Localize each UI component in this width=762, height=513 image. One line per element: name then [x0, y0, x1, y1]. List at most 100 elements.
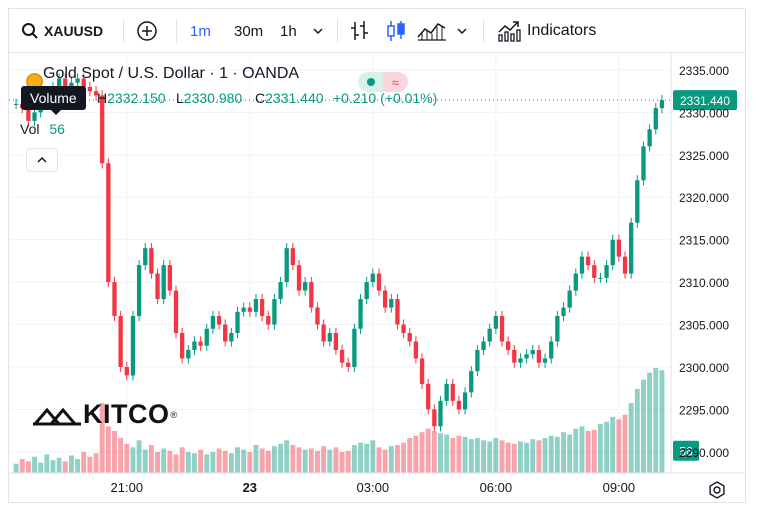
chevron-down-icon [313, 28, 323, 35]
volume-bar [167, 450, 173, 473]
candle-body [604, 265, 609, 278]
candle-body [573, 273, 578, 291]
candle-body [253, 299, 259, 312]
volume-bar [198, 449, 204, 473]
candle-body [610, 239, 615, 266]
volume-bar [585, 431, 591, 473]
volume-bar [25, 461, 31, 473]
last-volume-label: 56 [679, 445, 693, 459]
volume-bar [173, 454, 179, 473]
candle-body [143, 248, 148, 266]
candle-body [118, 316, 123, 367]
volume-bar [610, 417, 616, 473]
interval-dropdown[interactable] [311, 17, 325, 45]
chart-widget: XAUUSD 1m 30m 1h [8, 8, 746, 503]
legend-change: +0.210 (+0.01%) [333, 90, 438, 106]
volume-bar [148, 445, 154, 473]
x-tick-label: 03:00 [357, 480, 390, 495]
last-price-label: 2331.440 [680, 94, 730, 108]
candle-body [395, 299, 400, 325]
y-tick-label: 2290.000 [679, 446, 729, 460]
volume-bar [628, 403, 634, 473]
interval-1h[interactable]: 1h [280, 17, 297, 45]
candle-body [364, 282, 369, 300]
candle-body [407, 333, 412, 342]
time-axis[interactable]: 21:00 23 03:00 06:00 09:00 [9, 472, 745, 495]
volume-bar [19, 459, 25, 473]
last-price-badge [673, 90, 737, 111]
y-tick-label: 2305.000 [679, 319, 729, 333]
indicators-button[interactable]: Indicators [497, 17, 596, 45]
interval-30m[interactable]: 30m [234, 17, 263, 45]
y-tick-label: 2310.000 [679, 276, 729, 290]
volume-bar [235, 447, 240, 473]
price-chart[interactable]: 2331.440 56 2290.000 2295.000 2300.000 2305.… [9, 53, 745, 502]
candle-body [112, 282, 117, 317]
market-status-pill[interactable]: ≈ [358, 72, 408, 92]
volume-bar [444, 434, 450, 473]
collapse-legend-button[interactable] [26, 148, 58, 172]
legend-close: C2331.440 [255, 90, 324, 106]
vol-value: 56 [49, 121, 65, 137]
candle-body [210, 316, 216, 329]
volume-bar [364, 443, 370, 473]
candle-body [155, 273, 160, 300]
market-open-icon [358, 72, 383, 92]
last-volume-badge [673, 440, 699, 461]
candle-body [339, 349, 345, 363]
candle-body [327, 333, 332, 342]
candle-body [284, 248, 289, 283]
area-style-button[interactable] [417, 17, 447, 45]
volume-bar [394, 445, 400, 473]
candle-body [272, 299, 277, 325]
price-axis[interactable]: 2290.000 2295.000 2300.000 2305.000 2310.000… [670, 53, 729, 473]
candle-body [542, 358, 548, 363]
interval-1m[interactable]: 1m [190, 17, 211, 45]
volume-bar [315, 450, 320, 473]
volume-bar [56, 457, 62, 473]
candle-body [426, 383, 431, 410]
candle-body [505, 341, 511, 350]
y-tick-label: 2325.000 [679, 149, 729, 163]
volume-bar [517, 441, 523, 473]
volume-bars [13, 368, 665, 473]
x-tick-label: 23 [243, 480, 257, 495]
candle-body [376, 273, 382, 291]
kitco-brand: KITCO [83, 399, 170, 429]
candle-body [259, 299, 265, 317]
candle-body [419, 358, 425, 384]
x-tick-label: 09:00 [603, 480, 636, 495]
volume-bar [474, 438, 480, 473]
y-tick-label: 2335.000 [679, 64, 729, 78]
x-tick-label: 21:00 [111, 480, 144, 495]
volume-bar [641, 379, 646, 473]
candle-body [32, 112, 37, 121]
chart-settings-button[interactable] [708, 481, 726, 504]
chevron-down-icon [457, 28, 467, 35]
vol-label: Vol [20, 121, 40, 137]
symbol-search[interactable]: XAUUSD [21, 17, 103, 45]
volume-bar [548, 435, 554, 473]
bar-style-button[interactable] [349, 17, 371, 45]
volume-bar [499, 440, 505, 473]
candle-body [216, 316, 222, 325]
candle-body [413, 341, 419, 359]
compare-button[interactable] [136, 17, 158, 45]
volume-legend[interactable]: Vol 56 [20, 121, 65, 137]
last-price-line: 2331.440 56 [9, 90, 737, 461]
volume-bar [253, 445, 259, 473]
volume-bar [284, 440, 290, 473]
volume-bar [536, 440, 542, 473]
volume-bar [573, 428, 579, 473]
candle-body [635, 180, 640, 223]
volume-bar [216, 448, 222, 473]
candle-style-button[interactable] [385, 17, 407, 45]
gear-icon [709, 481, 725, 499]
volume-bar [327, 449, 333, 473]
chart-type-dropdown[interactable] [455, 17, 469, 45]
volume-bar [68, 455, 74, 473]
volume-bar [228, 453, 234, 473]
volume-bar [247, 452, 253, 473]
volume-bar [388, 446, 394, 473]
candle-body [204, 328, 209, 346]
